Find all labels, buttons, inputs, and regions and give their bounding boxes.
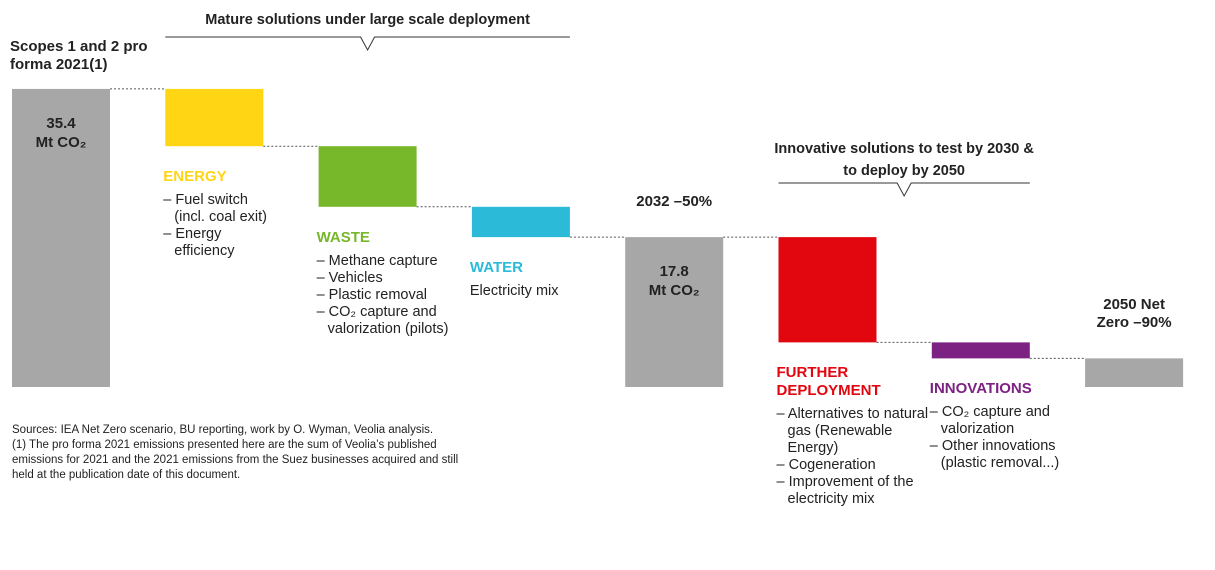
group-label: Mature solutions under large scale deplo… — [205, 12, 530, 28]
category-label: Scopes 1 and 2 pro forma 2021(1) — [10, 38, 148, 73]
category-label: 2050 Net Zero –90% — [1096, 296, 1172, 332]
note: – Plastic removal — [316, 286, 427, 303]
bar — [318, 146, 417, 207]
note: – CO₂ capture and valorization (pilots) — [316, 303, 449, 337]
footnote: (1) The pro forma 2021 emissions present… — [12, 439, 459, 481]
category-label: WASTE — [316, 228, 370, 246]
category-label: WATER — [469, 259, 523, 277]
bar — [625, 237, 724, 387]
unit-label: Mt CO₂ — [35, 133, 87, 151]
category-label: 2032 –50% — [636, 193, 713, 211]
note: – Energy efficiency — [163, 226, 235, 260]
bar — [778, 237, 877, 343]
note: – Other innovations (plastic removal...) — [929, 438, 1060, 472]
note: – Fuel switch (incl. coal exit) — [163, 192, 267, 226]
unit-label: Mt CO₂ — [648, 282, 700, 300]
bar — [12, 88, 110, 387]
value-label: 35.4 — [46, 114, 76, 132]
note: – Alternatives to natural gas (Renewable… — [776, 406, 929, 457]
bar — [165, 88, 264, 147]
note: – Vehicles — [316, 269, 383, 286]
bracket — [165, 36, 570, 52]
category-label: ENERGY — [163, 168, 227, 186]
bracket — [778, 182, 1030, 198]
note: – Cogeneration — [776, 457, 876, 474]
group-label: Innovative solutions to test by 2030 & t… — [774, 141, 1034, 179]
category-label: INNOVATIONS — [929, 380, 1032, 398]
source: Sources: IEA Net Zero scenario, BU repor… — [12, 424, 434, 436]
note: – Improvement of the electricity mix — [776, 474, 914, 508]
note: Electricity mix — [469, 283, 559, 300]
value-label: 17.8 — [659, 263, 689, 281]
note: – CO₂ capture and valorization — [929, 404, 1050, 438]
bar — [1085, 358, 1184, 387]
bar — [471, 206, 570, 238]
note: – Methane capture — [316, 252, 438, 269]
bar — [931, 342, 1030, 359]
category-label: FURTHER DEPLOYMENT — [776, 364, 881, 400]
